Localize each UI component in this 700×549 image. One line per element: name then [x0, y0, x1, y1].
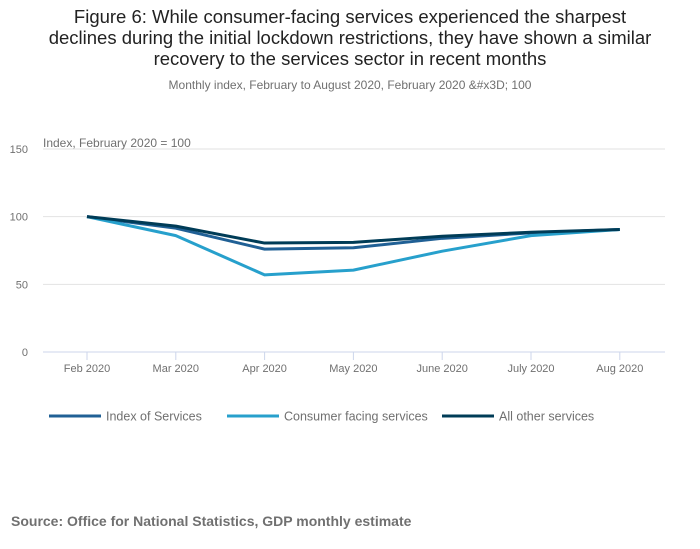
y-tick-label: 100: [10, 212, 28, 224]
y-tick-label: 50: [16, 279, 28, 291]
x-tick-label: July 2020: [507, 363, 554, 375]
y-axis-label: Index, February 2020 = 100: [43, 136, 191, 150]
x-tick-label: Aug 2020: [596, 363, 643, 375]
chart-title-line: Figure 6: While consumer-facing services…: [73, 6, 627, 27]
legend-label: Index of Services: [106, 410, 202, 424]
x-tick-label: May 2020: [329, 363, 377, 375]
y-tick-label: 150: [10, 144, 28, 156]
source-note: Source: Office for National Statistics, …: [11, 513, 412, 529]
series-lines: [86, 215, 620, 277]
legend: Index of Services Consumer facing service…: [49, 410, 594, 424]
x-tick-label: Mar 2020: [153, 363, 199, 375]
chart-title-line: recovery to the services sector in recen…: [153, 48, 547, 69]
chart-title-line: declines during the initial lockdown res…: [48, 27, 652, 48]
y-tick-label: 0: [22, 347, 28, 359]
legend-label: Consumer facing services: [284, 410, 428, 424]
x-tick-label: Feb 2020: [64, 363, 110, 375]
chart-subtitle: Monthly index, February to August 2020, …: [168, 78, 532, 92]
series-line: [86, 215, 620, 245]
y-axis: 0 50 100 150: [10, 144, 28, 359]
legend-label: All other services: [499, 410, 594, 424]
series-line: [86, 215, 620, 277]
chart-title: Figure 6: While consumer-facing services…: [0, 6, 700, 69]
x-axis: Feb 2020 Mar 2020 Apr 2020 May 2020 June 202…: [43, 351, 665, 375]
x-tick-label: June 2020: [417, 363, 468, 375]
x-tick-label: Apr 2020: [242, 363, 287, 375]
gridlines: [43, 148, 665, 285]
